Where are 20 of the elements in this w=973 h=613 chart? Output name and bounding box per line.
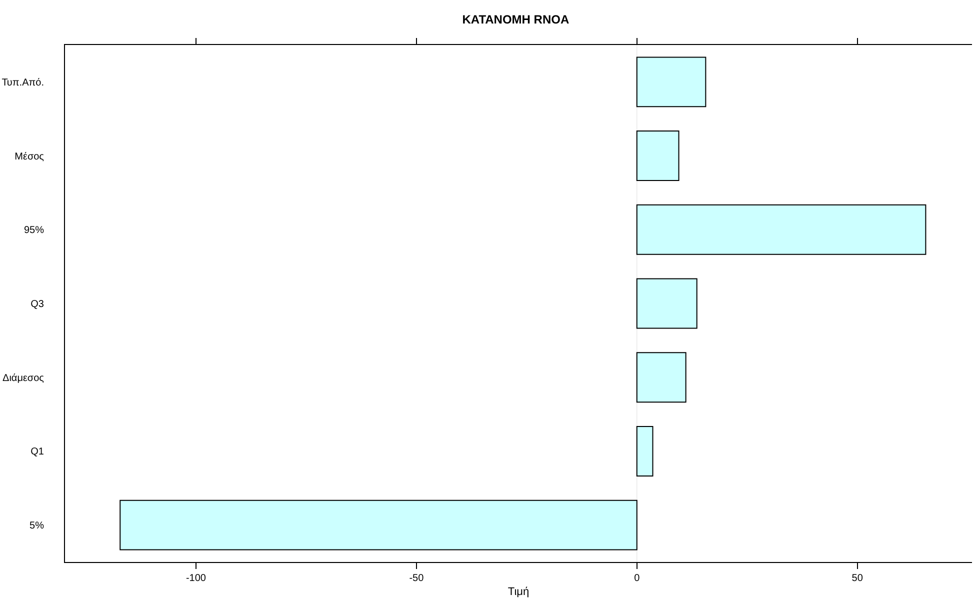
y-tick-label: 95% xyxy=(24,225,44,236)
x-axis-title: Τιμή xyxy=(508,586,530,598)
bar xyxy=(636,278,698,329)
x-tick-label: -100 xyxy=(186,573,206,584)
y-tick-label: Τυπ.Από. xyxy=(2,77,44,88)
y-tick-label: Q1 xyxy=(30,446,44,458)
bar xyxy=(636,426,654,476)
y-tick-label: Διάμεσος xyxy=(2,372,44,384)
bar xyxy=(636,352,686,403)
y-tick-label: 5% xyxy=(30,520,44,532)
bar xyxy=(636,130,680,182)
bar xyxy=(120,500,638,550)
x-tick-label: -50 xyxy=(409,573,424,584)
chart-title: KATANOMH RNOA xyxy=(462,12,570,27)
y-tick-label: Q3 xyxy=(30,299,44,310)
x-tick-label: 0 xyxy=(634,573,640,584)
bar xyxy=(636,56,706,108)
x-tick-label: 50 xyxy=(852,573,864,584)
y-tick-label: Μέσος xyxy=(14,151,44,162)
bar xyxy=(636,204,926,255)
